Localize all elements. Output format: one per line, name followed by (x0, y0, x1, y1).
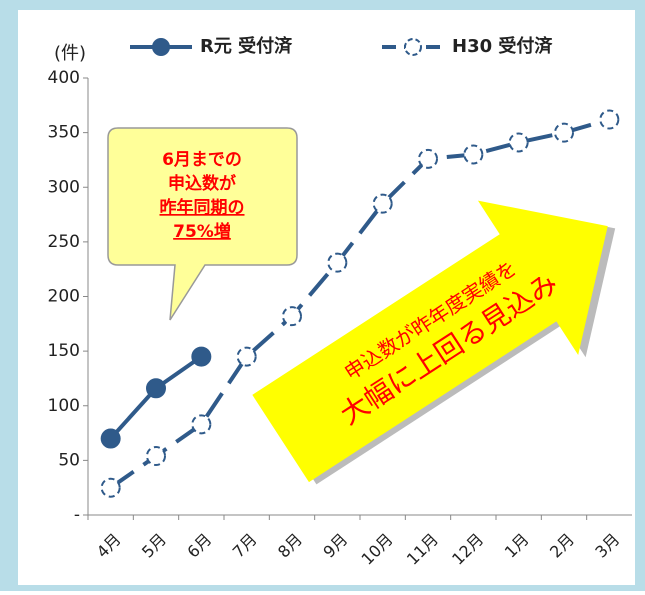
marker (146, 446, 166, 467)
marker (599, 109, 620, 130)
y-tick-label: 100 (48, 396, 80, 416)
callout-box (107, 127, 298, 321)
marker (146, 378, 166, 399)
marker (418, 148, 438, 169)
marker (100, 477, 121, 498)
legend-label: R元 受付済 (200, 35, 293, 57)
marker (191, 414, 212, 435)
marker (508, 132, 529, 153)
legend-label: H30 受付済 (452, 35, 553, 57)
legend-marker (152, 38, 170, 56)
y-tick-label: 250 (48, 232, 80, 252)
marker (554, 122, 574, 143)
callout-text: 6月までの (162, 150, 242, 170)
marker (100, 428, 121, 449)
y-tick-label: 350 (48, 123, 80, 143)
y-tick-label: 150 (48, 341, 80, 361)
marker (327, 252, 348, 273)
callout-text: 申込数が (168, 173, 236, 194)
y-unit: (件) (54, 43, 86, 64)
marker (463, 144, 484, 165)
marker (236, 346, 257, 367)
callout-text: 75%増 (173, 221, 231, 242)
y-tick-label: - (74, 505, 80, 525)
y-tick-label: 400 (48, 68, 80, 88)
callout-text: 昨年同期の (160, 197, 245, 218)
marker (282, 306, 302, 327)
legend-marker (404, 38, 422, 56)
y-tick-label: 200 (48, 287, 80, 307)
y-tick-label: 300 (48, 177, 80, 197)
arrow-body (252, 200, 608, 483)
marker (191, 346, 212, 367)
marker (372, 193, 393, 214)
y-tick-label: 50 (58, 450, 80, 470)
